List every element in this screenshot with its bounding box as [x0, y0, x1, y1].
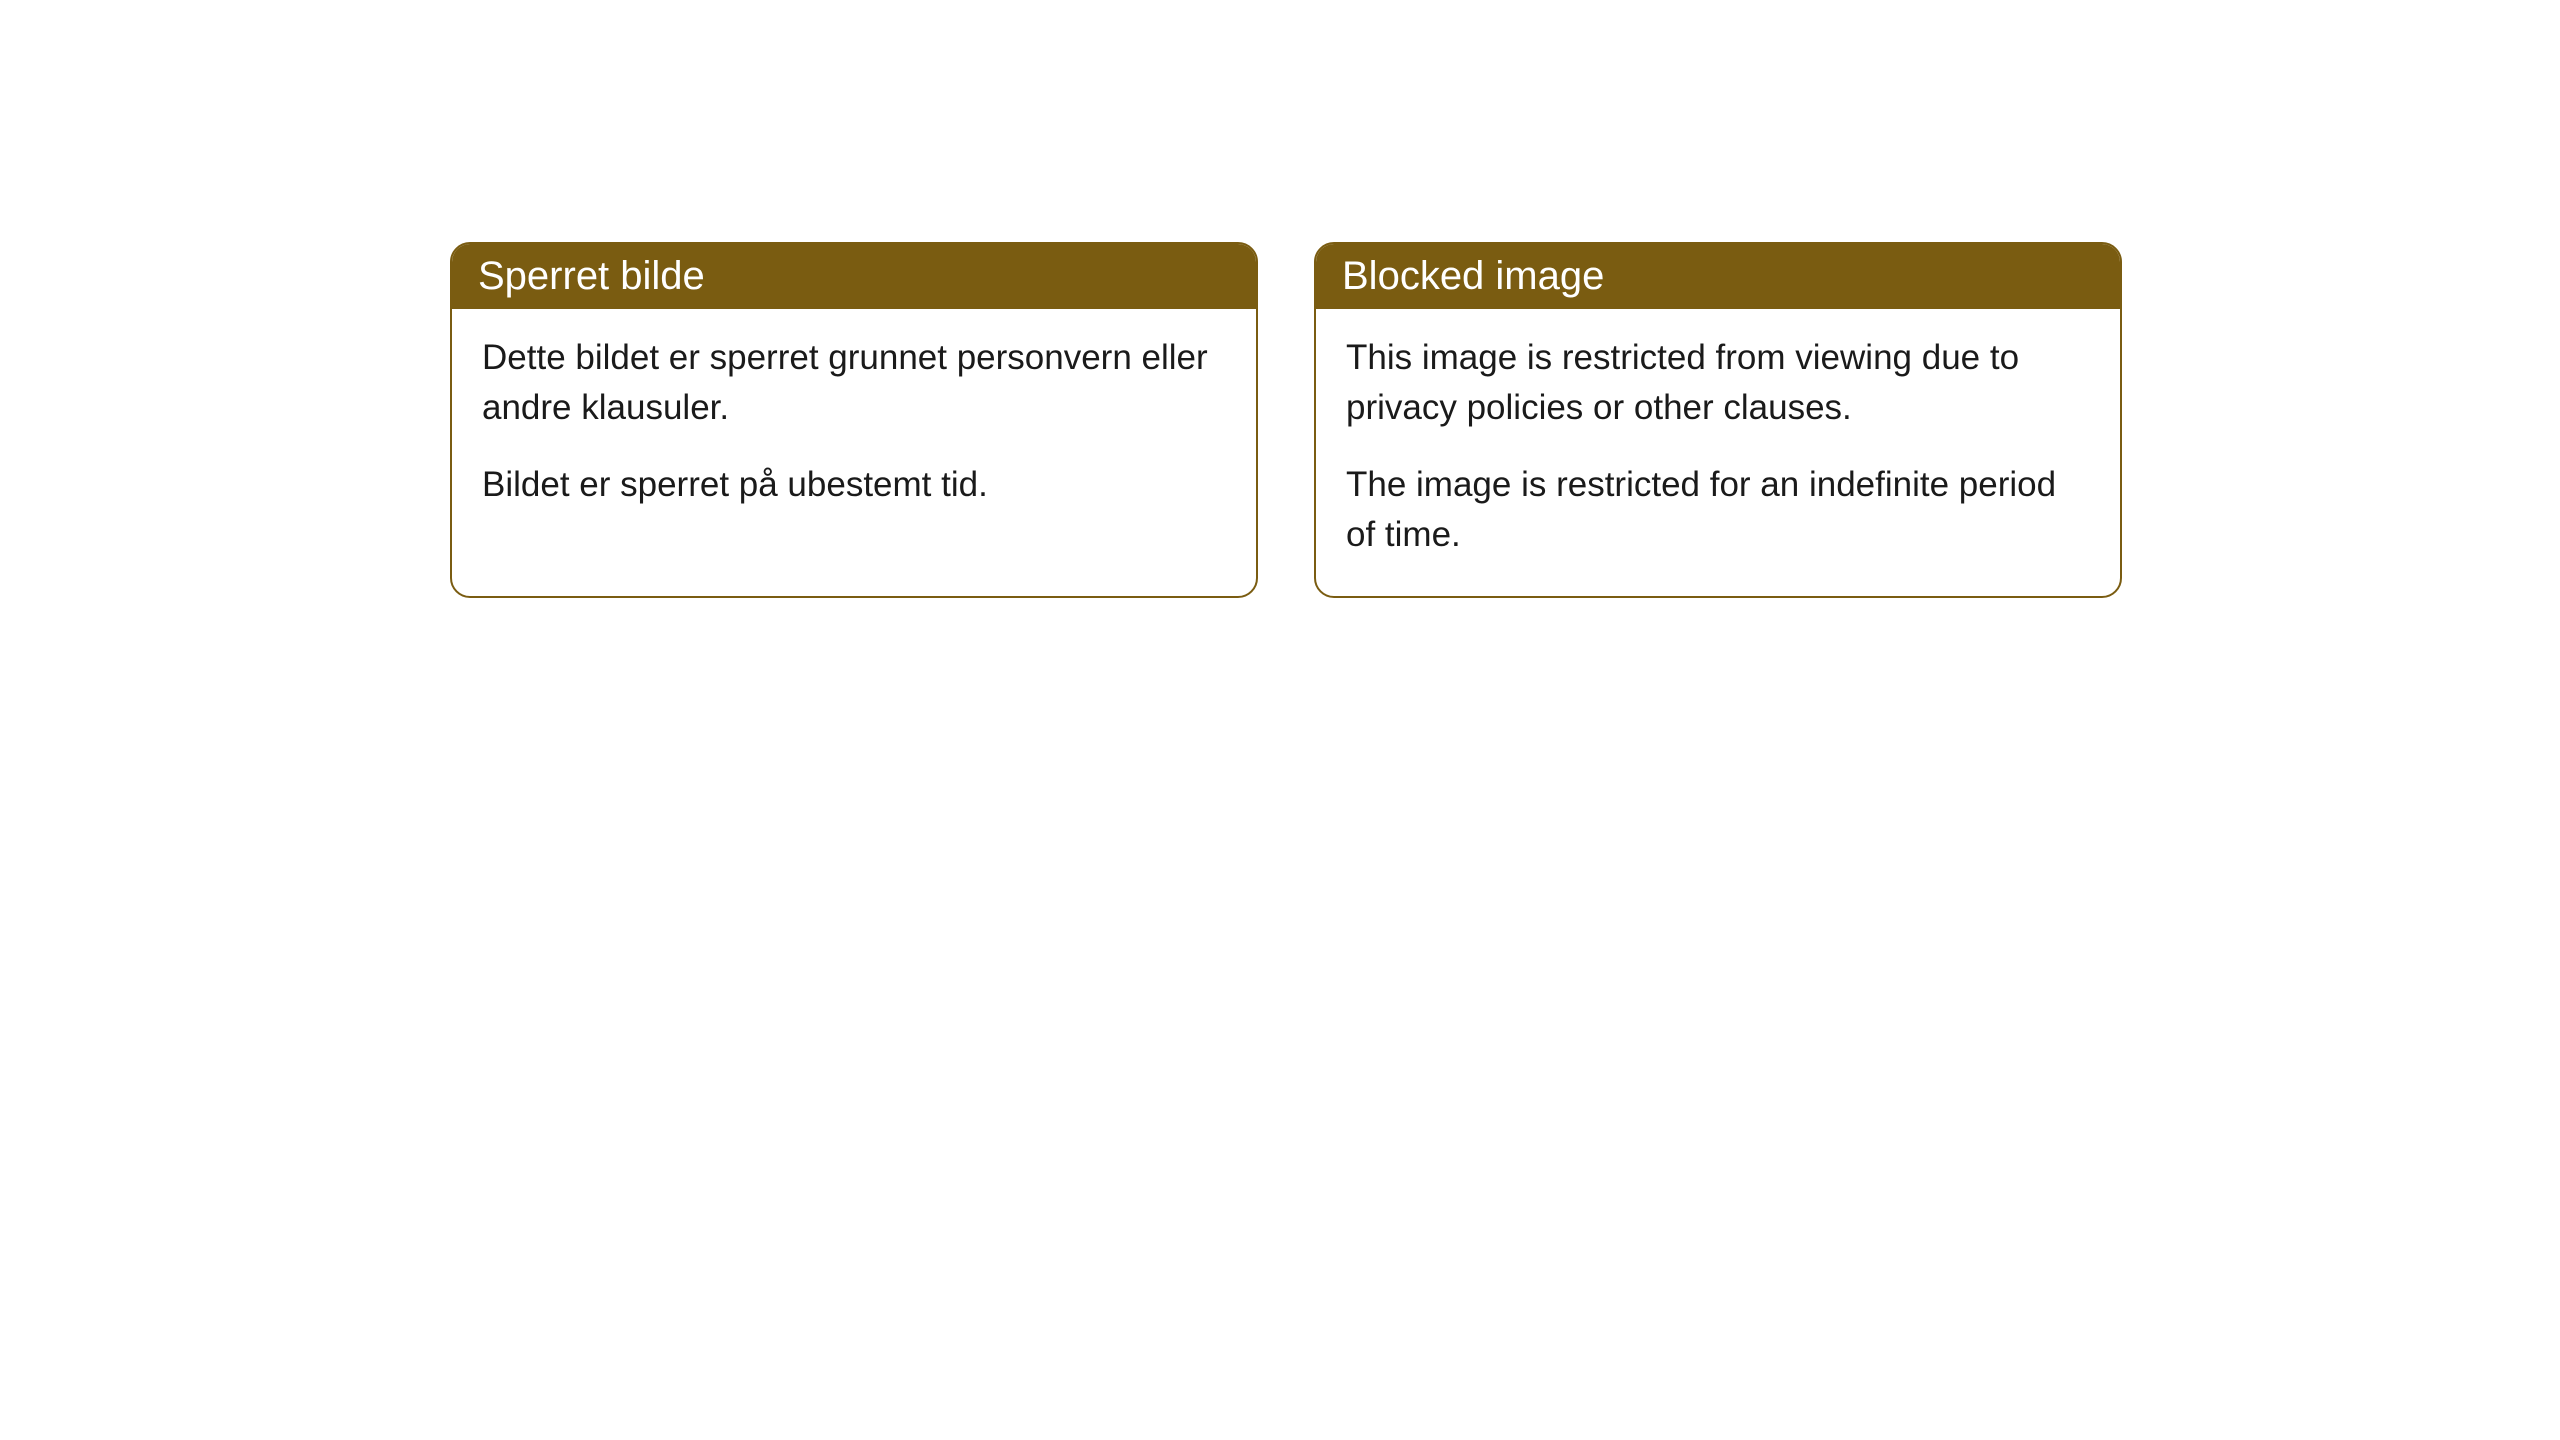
blocked-image-card-no: Sperret bilde Dette bildet er sperret gr…: [450, 242, 1258, 598]
cards-container: Sperret bilde Dette bildet er sperret gr…: [0, 0, 2560, 598]
card-paragraph-1-no: Dette bildet er sperret grunnet personve…: [482, 333, 1226, 432]
card-paragraph-2-en: The image is restricted for an indefinit…: [1346, 460, 2090, 559]
card-header-no: Sperret bilde: [452, 244, 1256, 309]
blocked-image-card-en: Blocked image This image is restricted f…: [1314, 242, 2122, 598]
card-paragraph-2-no: Bildet er sperret på ubestemt tid.: [482, 460, 1226, 510]
card-body-no: Dette bildet er sperret grunnet personve…: [452, 309, 1256, 546]
card-paragraph-1-en: This image is restricted from viewing du…: [1346, 333, 2090, 432]
card-header-en: Blocked image: [1316, 244, 2120, 309]
card-body-en: This image is restricted from viewing du…: [1316, 309, 2120, 596]
